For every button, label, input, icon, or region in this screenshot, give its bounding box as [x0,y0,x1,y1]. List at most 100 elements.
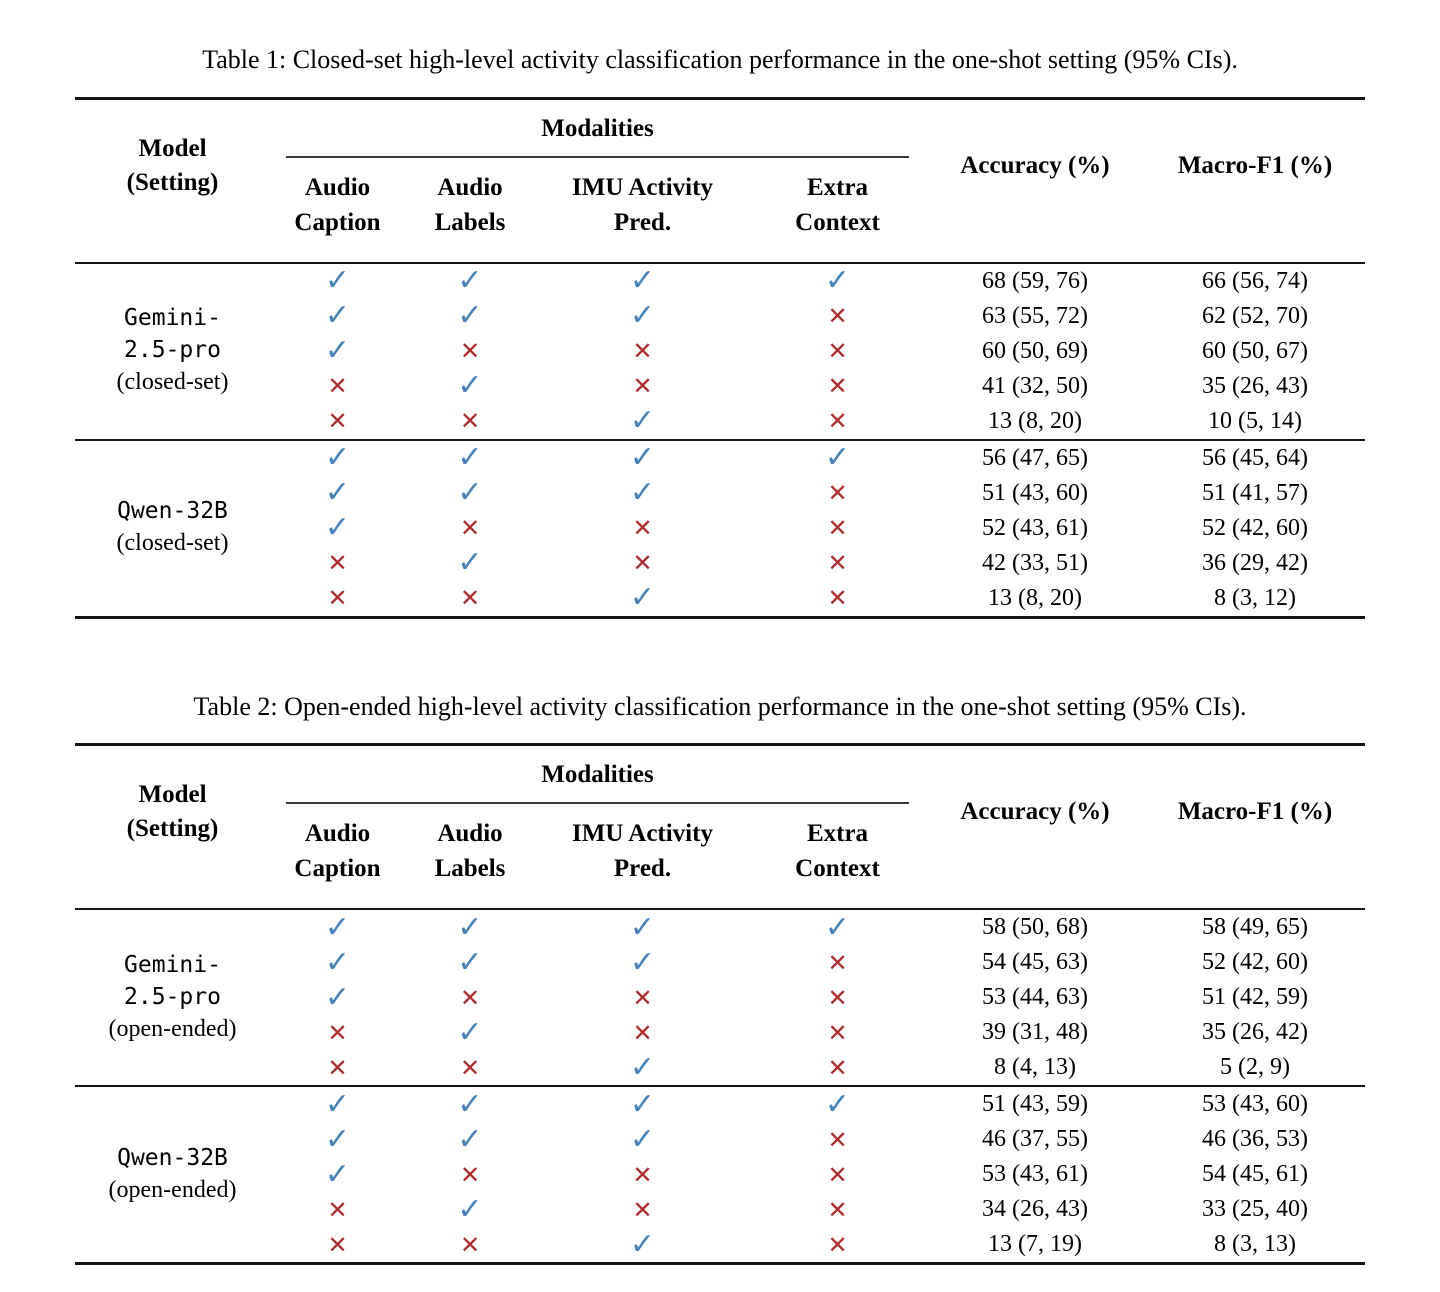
cross-icon: ✕ [327,1053,348,1082]
table-row: ✕ ✓ ✕ ✕ 34 (26, 43) 33 (25, 40) [75,1192,1365,1227]
check-icon: ✓ [535,438,750,476]
macro-f1-value: 5 (2, 9) [1220,1054,1290,1080]
cross-icon: ✕ [632,983,653,1012]
check-icon: ✓ [629,403,656,438]
table-row: Qwen-32B (open-ended) ✓ ✓ ✓ ✓ 51 (43, 59) 53 (4… [75,1085,1365,1264]
model-name: Gemini- 2.5-pro [124,305,221,364]
macro-f1-value: 51 (42, 59) [1202,984,1308,1010]
check-icon: ✓ [629,298,656,333]
check-icon: ✓ [324,979,351,1015]
check-icon: ✓ [457,1191,483,1227]
table2: Model (Setting) Modalities Accuracy (%) … [75,743,1365,1265]
accuracy-value: 13 (7, 19) [988,1231,1082,1257]
check-icon: ✓ [324,510,351,545]
macro-f1-value: 62 (52, 70) [1202,302,1308,329]
cross-icon: ✕ [827,1160,848,1189]
modalities-header: Modalities [270,745,925,804]
accuracy-header: Accuracy (%) [925,98,1145,264]
cross-icon: ✕ [827,948,848,977]
macro-f1-value: 60 (50, 67) [1202,337,1308,364]
cross-icon: ✕ [632,1195,653,1224]
cross-icon: ✕ [632,514,653,542]
macro-f1-value: 10 (5, 14) [1208,407,1302,434]
check-icon: ✓ [629,1226,656,1262]
check-icon: ✓ [457,298,483,333]
check-icon: ✓ [457,263,483,298]
table-row: ✕ ✓ ✕ ✕ 42 (33, 51) 36 (29, 42) [75,546,1365,581]
check-icon: ✓ [457,1014,483,1050]
model-setting-cell: Gemini- 2.5-pro (closed-set) [75,263,270,440]
cross-icon: ✕ [827,1053,848,1082]
macro-f1-value: 36 (29, 42) [1202,549,1308,576]
macro-f1-value: 35 (26, 42) [1202,1019,1308,1045]
cross-icon: ✕ [827,983,848,1012]
cross-icon: ✕ [827,407,848,435]
accuracy-value: 68 (59, 76) [982,267,1088,294]
check-icon: ✓ [324,263,351,298]
table-row: ✓ ✕ ✕ ✕ 53 (43, 61) 54 (45, 61) [75,1157,1365,1192]
check-icon: ✓ [629,944,656,980]
table2-body: Gemini- 2.5-pro (open-ended) ✓ ✓ ✓ ✓ 58 (50, 68… [75,909,1365,1264]
macro-f1-value: 52 (42, 60) [1202,514,1308,541]
accuracy-value: 39 (31, 48) [982,1019,1088,1045]
macro-f1-value: 66 (56, 74) [1202,267,1308,294]
macro-f1-value: 8 (3, 12) [1214,584,1296,611]
accuracy-value: 63 (55, 72) [982,302,1088,329]
table-row: ✕ ✕ ✓ ✕ 13 (8, 20) 8 (3, 12) [75,581,1365,618]
check-icon: ✓ [629,475,656,510]
modalities-label: Modalities [541,114,654,142]
check-icon: ✓ [629,1121,656,1157]
model-name: Qwen-32B [117,1144,228,1171]
table1-body: Gemini- 2.5-pro (closed-set) ✓ ✓ ✓ ✓ 68 (59, 76… [75,263,1365,618]
col-header-audio-caption: Audio Caption [270,157,405,264]
cross-icon: ✕ [459,983,481,1012]
accuracy-value: 13 (8, 20) [988,407,1082,434]
accuracy-value: 41 (32, 50) [982,372,1088,399]
check-icon: ✓ [324,909,351,945]
model-setting-header: Model (Setting) [75,98,270,264]
table-row: ✕ ✕ ✓ ✕ 13 (7, 19) 8 (3, 13) [75,1227,1365,1264]
model-setting-cell: Qwen-32B (open-ended) [75,1085,270,1264]
cross-icon: ✕ [632,549,653,577]
table-row: Gemini- 2.5-pro (open-ended) ✓ ✓ ✓ ✓ 58 (50, 68… [75,909,1365,1042]
check-icon: ✓ [457,909,483,945]
cross-icon: ✕ [327,1195,348,1224]
model-setting: (closed-set) [116,530,229,557]
macro-f1-value: 46 (36, 53) [1202,1126,1308,1152]
cross-icon: ✕ [827,1125,848,1154]
col-header-audio-caption: Audio Caption [270,804,405,910]
cross-icon: ✕ [327,372,348,400]
cross-icon: ✕ [459,1160,481,1189]
macro-f1-value: 52 (42, 60) [1202,949,1308,975]
accuracy-value: 60 (50, 69) [982,337,1088,364]
accuracy-value: 8 (4, 13) [994,1054,1076,1080]
cross-icon: ✕ [827,1018,848,1047]
col-header-imu-activity-pred: IMU Activity Pred. [535,157,750,264]
check-icon: ✓ [405,438,535,476]
check-icon: ✓ [405,1085,535,1122]
cross-icon: ✕ [827,549,848,577]
accuracy-value: 54 (45, 63) [982,949,1088,975]
cross-icon: ✕ [327,549,348,577]
table1-caption: Table 1: Closed-set high-level activity … [202,45,1238,74]
table1-header: Model (Setting) Modalities Accuracy (%) … [75,98,1365,264]
model-setting-cell: Qwen-32B (closed-set) [75,438,270,617]
cross-icon: ✕ [459,407,481,435]
table1: Model (Setting) Modalities Accuracy (%) … [75,96,1365,619]
table-row: Gemini- 2.5-pro (closed-set) ✓ ✓ ✓ ✓ 68 (59, 76… [75,263,1365,396]
table-row: ✕ ✕ ✓ ✕ 8 (4, 13) 5 (2, 9) [75,1050,1365,1086]
model-name: Gemini- 2.5-pro [124,951,221,1010]
cross-icon: ✕ [327,1230,348,1259]
macro-f1-value: 54 (45, 61) [1202,1161,1308,1187]
cross-icon: ✕ [327,1018,348,1047]
cross-icon: ✕ [827,372,848,400]
table-row: ✓ ✕ ✕ ✕ 53 (44, 63) 51 (42, 59) [75,980,1365,1015]
check-icon: ✓ [324,475,351,510]
accuracy-value: 58 (50, 68) [982,914,1088,940]
table2-caption: Table 2: Open-ended high-level activity … [193,691,1247,721]
model-setting-header: Model (Setting) [75,744,270,910]
cross-icon: ✕ [827,302,848,330]
table-row: ✕ ✓ ✕ ✕ 41 (32, 50) 35 (26, 43) [75,369,1365,404]
cross-icon: ✕ [459,337,481,365]
